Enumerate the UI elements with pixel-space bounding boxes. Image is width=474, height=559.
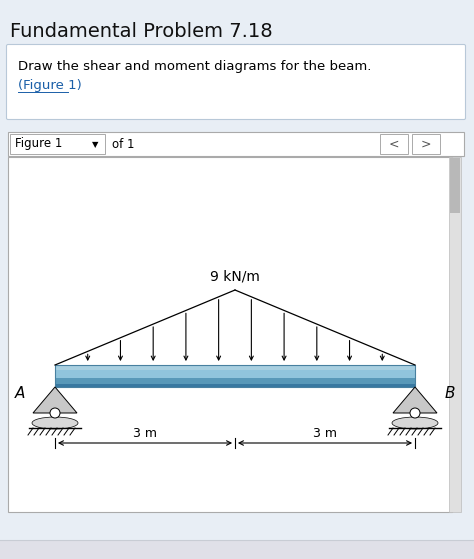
FancyBboxPatch shape [7,45,465,120]
Text: 9 kN/m: 9 kN/m [210,270,260,284]
Text: 3 m: 3 m [313,427,337,440]
Bar [0,540,474,559]
Bar [412,134,440,154]
Text: ▼: ▼ [92,140,98,149]
Bar [55,370,415,378]
Bar [55,365,415,387]
Bar [55,384,415,387]
Bar [8,132,464,156]
Polygon shape [393,387,437,413]
Ellipse shape [392,417,438,429]
Text: A: A [15,386,25,400]
Bar [450,158,460,213]
Text: of 1: of 1 [112,138,135,150]
Polygon shape [33,387,77,413]
Text: Figure 1: Figure 1 [15,138,63,150]
Text: B: B [445,386,456,400]
Bar [10,134,105,154]
Text: Draw the shear and moment diagrams for the beam.: Draw the shear and moment diagrams for t… [18,60,371,73]
Circle shape [410,408,420,418]
Bar [380,134,408,154]
Text: 3 m: 3 m [133,427,157,440]
Text: Fundamental Problem 7.18: Fundamental Problem 7.18 [10,22,273,41]
Bar [55,365,415,387]
Text: (Figure 1): (Figure 1) [18,79,82,92]
Ellipse shape [32,417,78,429]
Text: <: < [389,138,399,150]
Bar [8,157,452,512]
Bar [55,365,415,370]
Bar [449,157,461,512]
Bar [55,378,415,384]
Circle shape [50,408,60,418]
Text: >: > [421,138,431,150]
